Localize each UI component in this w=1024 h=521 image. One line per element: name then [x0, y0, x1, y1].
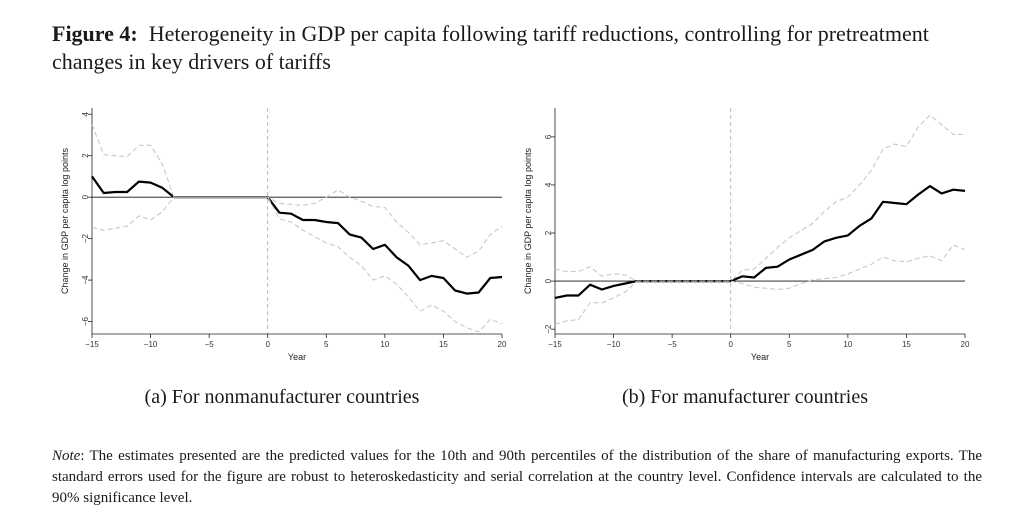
chart-a-y-tick-label: −4 [81, 275, 90, 285]
note-text: : The estimates presented are the predic… [52, 448, 982, 506]
chart-a-y-tick-label: −2 [81, 234, 90, 244]
chart-a-x-tick-label: −15 [85, 340, 99, 349]
chart-b-y-tick-label: 4 [544, 182, 553, 187]
chart-b-estimate-line [554, 184, 966, 299]
chart-a-x-axis-label: Year [288, 352, 306, 362]
chart-b-x-axis-label: Year [751, 352, 769, 362]
chart-b-y-tick-label: −2 [544, 324, 553, 334]
chart-b-x-tick-label: 20 [961, 340, 970, 349]
chart-b-svg: −2 0 2 4 6 −15 −10 −5 0 5 10 15 20 Year Change in GDP … [523, 108, 970, 362]
chart-manufacturer: −2 0 2 4 6 −15 −10 −5 0 5 10 15 20 Year Change in GDP … [515, 96, 975, 381]
chart-b-y-tick-label: 2 [544, 230, 553, 235]
chart-b-y-axis-label: Change in GDP per capita log points [523, 148, 533, 294]
chart-b-x-tick-label: 10 [843, 340, 852, 349]
caption-a: (a) For nonmanufacturer countries [144, 386, 420, 408]
caption-b: (b) For manufacturer countries [621, 386, 868, 408]
chart-a-x-tick-label: 0 [265, 340, 270, 349]
chart-b-x-tick-label: 15 [902, 340, 911, 349]
chart-b-x-tick-label: −10 [607, 340, 621, 349]
chart-b-y-tick-label: 0 [544, 278, 553, 283]
chart-a-y-tick-label: 4 [81, 111, 90, 116]
chart-a-y-tick-label: 0 [81, 194, 90, 199]
chart-a-x-tick-label: −10 [144, 340, 158, 349]
chart-a-x-tick-label: 15 [439, 340, 448, 349]
chart-a-ci-line-1 [91, 124, 503, 258]
chart-a-x-tick-label: 5 [324, 340, 329, 349]
chart-a-estimate-line [91, 175, 503, 295]
chart-a-ci-line-2 [91, 196, 503, 333]
chart-a-x-tick-label: 10 [380, 340, 389, 349]
figure-note: Note: The estimates presented are the pr… [52, 446, 982, 509]
chart-nonmanufacturer: −6 −4 −2 0 2 4 −15 −10 −5 0 5 10 15 20 Year Change in G… [52, 96, 512, 381]
note-label: Note [52, 448, 81, 464]
figure-label: Figure 4: [52, 21, 138, 46]
chart-b-x-tick-label: 0 [728, 340, 733, 349]
chart-a-svg: −6 −4 −2 0 2 4 −15 −10 −5 0 5 10 15 20 Year Change in G… [60, 108, 507, 362]
chart-b-ci-line-1 [554, 114, 965, 282]
chart-b-x-tick-label: 5 [787, 340, 792, 349]
chart-a-y-tick-label: 2 [81, 153, 90, 158]
chart-a-y-axis-label: Change in GDP per capita log points [60, 148, 70, 294]
chart-b-x-tick-label: −5 [668, 340, 678, 349]
chart-b-x-tick-label: −15 [548, 340, 562, 349]
figure-title: Figure 4: Heterogeneity in GDP per capit… [52, 20, 992, 76]
figure-title-text: Heterogeneity in GDP per capita followin… [52, 21, 929, 74]
chart-b-y-tick-label: 6 [544, 134, 553, 139]
chart-a-x-tick-label: 20 [498, 340, 507, 349]
chart-a-y-tick-label: −6 [81, 316, 90, 326]
chart-a-x-tick-label: −5 [205, 340, 215, 349]
